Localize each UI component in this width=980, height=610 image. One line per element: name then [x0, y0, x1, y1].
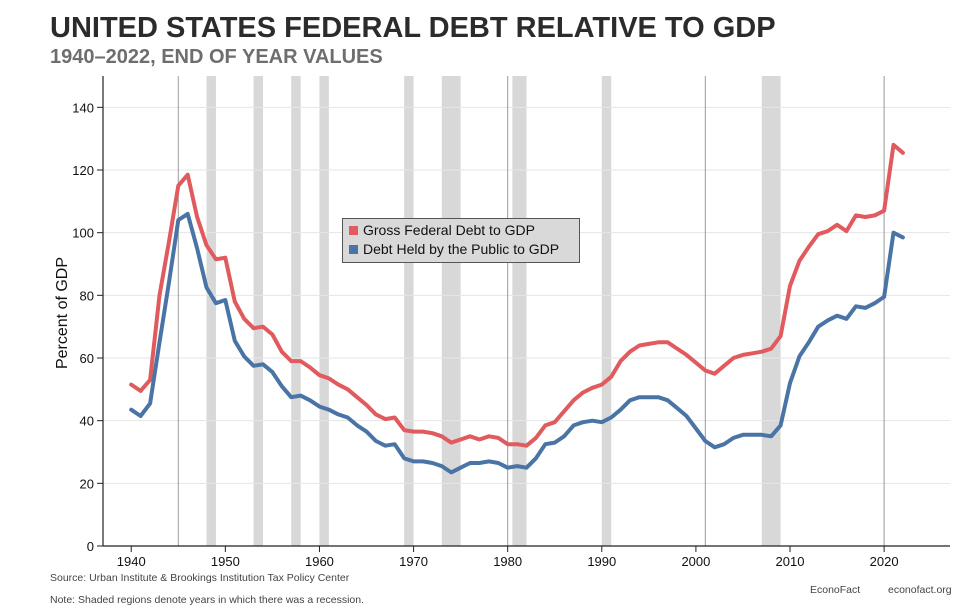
brand-site: econofact.org	[888, 584, 952, 596]
y-tick-label-140: 140	[72, 100, 94, 115]
recession-band-1	[253, 76, 263, 546]
legend-item-gross: Gross Federal Debt to GDP	[349, 222, 535, 240]
x-tick-label-1940: 1940	[117, 554, 146, 569]
recession-band-7	[601, 76, 612, 546]
chart-legend: Gross Federal Debt to GDP Debt Held by t…	[342, 218, 580, 263]
legend-label-public: Debt Held by the Public to GDP	[363, 241, 560, 257]
recession-band-8	[761, 76, 781, 546]
y-tick-label-40: 40	[80, 414, 94, 429]
x-tick-label-1960: 1960	[305, 554, 334, 569]
x-tick-label-1990: 1990	[587, 554, 616, 569]
axes: 0 20 40 60 80 100 120 140 1940 1950 1960 1970 1980 19…	[72, 76, 950, 569]
x-tick-label-1980: 1980	[493, 554, 522, 569]
recession-bands	[206, 76, 781, 546]
recession-note: Note: Shaded regions denote years in whi…	[50, 594, 365, 606]
y-axis-label: Percent of GDP	[54, 257, 71, 369]
y-tick-label-100: 100	[72, 226, 94, 241]
recession-band-6	[512, 76, 527, 546]
recession-band-2	[291, 76, 301, 546]
legend-label-gross: Gross Federal Debt to GDP	[363, 222, 535, 238]
recession-band-5	[441, 76, 461, 546]
page-subtitle: 1940–2022, END OF YEAR VALUES	[50, 46, 383, 68]
y-tick-label-120: 120	[72, 163, 94, 178]
y-tick-label-80: 80	[80, 288, 94, 303]
recession-band-0	[206, 76, 216, 546]
x-tick-label-2010: 2010	[776, 554, 805, 569]
x-tick-label-1970: 1970	[399, 554, 428, 569]
source-note: Source: Urban Institute & Brookings Inst…	[50, 572, 350, 584]
page-title: UNITED STATES FEDERAL DEBT RELATIVE TO G…	[50, 12, 776, 44]
x-tick-label-2020: 2020	[870, 554, 899, 569]
brand-name: EconoFact	[810, 584, 861, 596]
y-tick-label-0: 0	[87, 539, 94, 554]
legend-swatch-public	[349, 244, 358, 254]
x-tick-label-2000: 2000	[681, 554, 710, 569]
recession-band-3	[319, 76, 329, 546]
recession-band-4	[404, 76, 414, 546]
y-tick-label-60: 60	[80, 351, 94, 366]
y-tick-label-20: 20	[80, 476, 94, 491]
gridlines	[103, 106, 950, 484]
series-line-1	[129, 211, 905, 475]
series-lines	[129, 142, 905, 475]
series-line-0	[129, 142, 905, 448]
legend-item-public: Debt Held by the Public to GDP	[349, 241, 559, 259]
legend-swatch-gross	[349, 225, 358, 235]
x-tick-label-1950: 1950	[211, 554, 240, 569]
